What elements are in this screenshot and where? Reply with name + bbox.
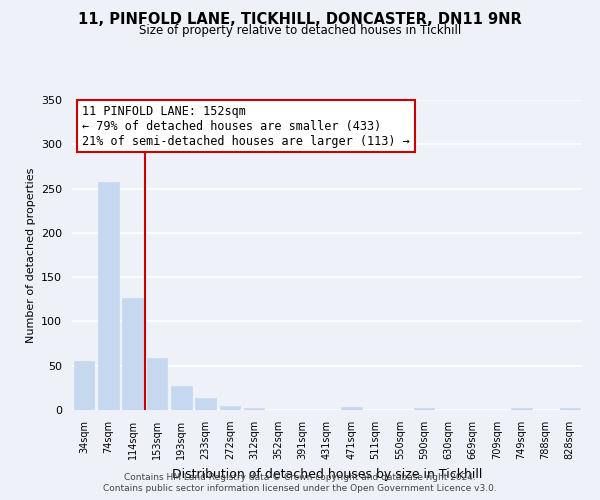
Text: 11 PINFOLD LANE: 152sqm
← 79% of detached houses are smaller (433)
21% of semi-d: 11 PINFOLD LANE: 152sqm ← 79% of detache… (82, 104, 410, 148)
Bar (171, 386, 191, 410)
Text: 11, PINFOLD LANE, TICKHILL, DONCASTER, DN11 9NR: 11, PINFOLD LANE, TICKHILL, DONCASTER, D… (78, 12, 522, 28)
Bar (414, 408, 434, 410)
X-axis label: Distribution of detached houses by size in Tickhill: Distribution of detached houses by size … (172, 468, 482, 480)
Bar (146, 358, 167, 410)
Bar (195, 398, 216, 410)
Bar (74, 362, 94, 410)
Text: Size of property relative to detached houses in Tickhill: Size of property relative to detached ho… (139, 24, 461, 37)
Bar (220, 406, 240, 410)
Bar (341, 408, 362, 410)
Bar (244, 408, 265, 410)
Bar (560, 408, 580, 410)
Text: Contains HM Land Registry data © Crown copyright and database right 2024.: Contains HM Land Registry data © Crown c… (124, 472, 476, 482)
Bar (98, 182, 119, 410)
Bar (122, 298, 143, 410)
Bar (511, 408, 532, 410)
Y-axis label: Number of detached properties: Number of detached properties (26, 168, 35, 342)
Text: Contains public sector information licensed under the Open Government Licence v3: Contains public sector information licen… (103, 484, 497, 493)
